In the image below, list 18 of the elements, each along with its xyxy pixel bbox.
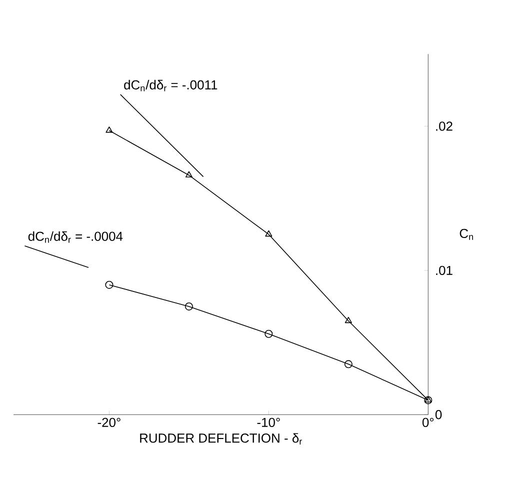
- y-axis-title: C$_{n}$: [460, 228, 473, 240]
- y-tick-label: .01: [436, 266, 452, 276]
- point: [185, 171, 192, 178]
- y-tick-label: .02: [436, 122, 452, 131]
- x-tick-label: -20°: [98, 418, 120, 428]
- annotation: dC$_{n}$/dδ$_{r}$ = -.0004: [28, 231, 123, 243]
- x-tick-label: 0°: [422, 418, 434, 428]
- point: [344, 317, 352, 324]
- point: [105, 280, 114, 289]
- x-tick-label: -10°: [257, 418, 280, 428]
- point: [184, 302, 193, 311]
- y-tick-label: 0: [435, 410, 442, 420]
- x-axis-title: RUDDER DEFLECTION - δ$_{r}$: [140, 433, 302, 445]
- point: [264, 330, 273, 338]
- point: [344, 360, 352, 368]
- point: [265, 230, 272, 237]
- point: [106, 126, 113, 133]
- annotation: dC$_{n}$/dδ$_{r}$ = -.0011: [124, 80, 218, 92]
